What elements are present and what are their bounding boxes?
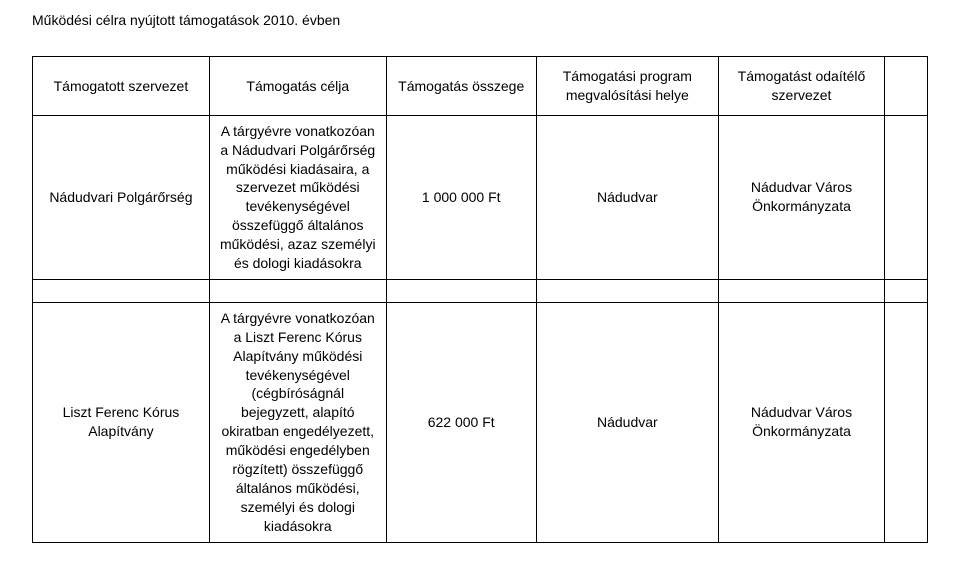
cell-org: Liszt Ferenc Kórus Alapítvány: [33, 302, 210, 542]
spacer-cell: [718, 279, 884, 302]
page-title: Működési célra nyújtott támogatások 2010…: [32, 12, 928, 28]
cell-grantor: Nádudvar Város Önkormányzata: [718, 115, 884, 279]
cell-amount: 1 000 000 Ft: [386, 115, 536, 279]
table-header-row: Támogatott szervezet Támogatás célja Tám…: [33, 57, 928, 116]
cell-grantor: Nádudvar Város Önkormányzata: [718, 302, 884, 542]
cell-extra: [885, 302, 928, 542]
spacer-cell: [536, 279, 718, 302]
cell-place: Nádudvar: [536, 302, 718, 542]
col-header-amount: Támogatás összege: [386, 57, 536, 116]
spacer-cell: [33, 279, 210, 302]
spacer-cell: [209, 279, 386, 302]
table-spacer-row: [33, 279, 928, 302]
col-header-grantor: Támogatást odaítélő szervezet: [718, 57, 884, 116]
spacer-cell: [885, 279, 928, 302]
table-row: Liszt Ferenc Kórus Alapítvány A tárgyévr…: [33, 302, 928, 542]
support-table: Támogatott szervezet Támogatás célja Tám…: [32, 56, 928, 543]
cell-org: Nádudvari Polgárőrség: [33, 115, 210, 279]
col-header-extra: [885, 57, 928, 116]
cell-goal: A tárgyévre vonatkozóan a Nádudvari Polg…: [209, 115, 386, 279]
page: Működési célra nyújtott támogatások 2010…: [0, 0, 960, 578]
cell-goal: A tárgyévre vonatkozóan a Liszt Ferenc K…: [209, 302, 386, 542]
col-header-goal: Támogatás célja: [209, 57, 386, 116]
table-row: Nádudvari Polgárőrség A tárgyévre vonatk…: [33, 115, 928, 279]
spacer-cell: [386, 279, 536, 302]
cell-extra: [885, 115, 928, 279]
cell-place: Nádudvar: [536, 115, 718, 279]
cell-amount: 622 000 Ft: [386, 302, 536, 542]
col-header-org: Támogatott szervezet: [33, 57, 210, 116]
col-header-place: Támogatási program megvalósítási helye: [536, 57, 718, 116]
